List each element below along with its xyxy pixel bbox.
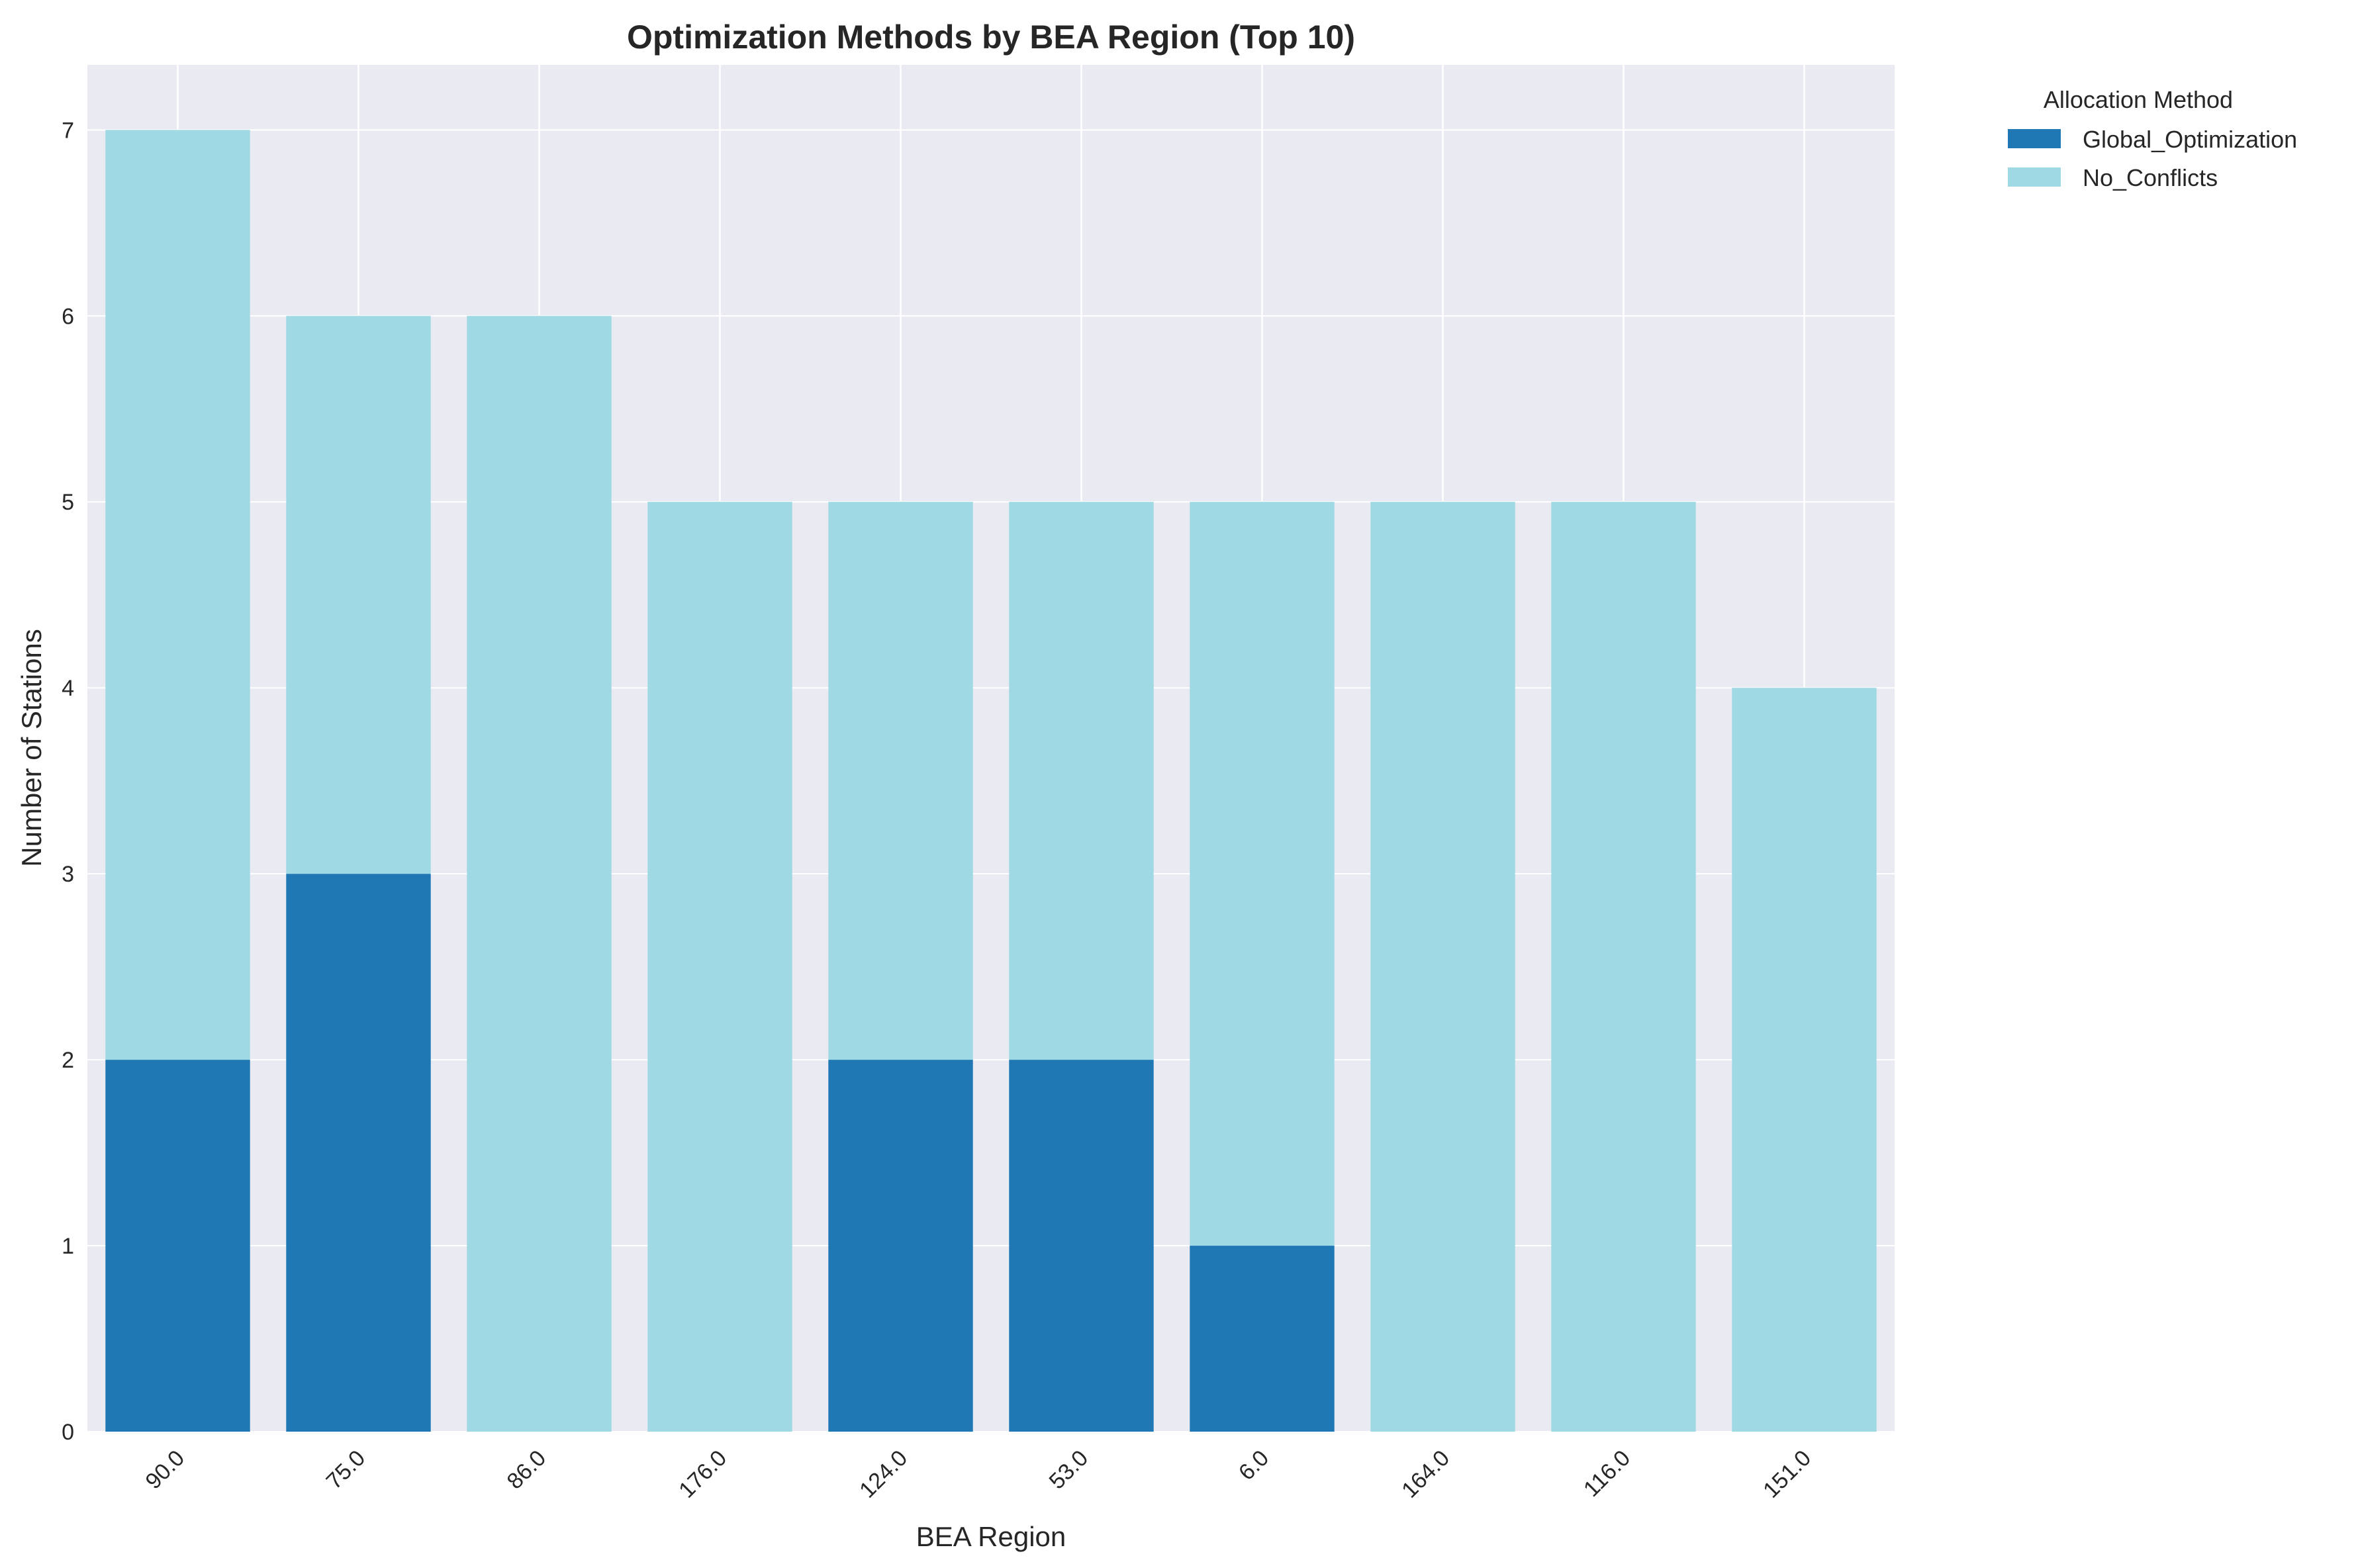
- bar-no-conflicts: [1370, 502, 1515, 1432]
- y-tick-label: 7: [62, 118, 74, 143]
- bar-global-optimization: [828, 1060, 973, 1432]
- bar-no-conflicts: [647, 502, 792, 1432]
- legend-swatch: [2008, 129, 2061, 148]
- bar-global-optimization: [105, 1060, 250, 1432]
- legend-label: No_Conflicts: [2083, 164, 2218, 191]
- bar-no-conflicts: [828, 502, 973, 1060]
- y-axis-label: Number of Stations: [16, 629, 47, 867]
- legend: Allocation Method Global_Optimization No_…: [2008, 86, 2297, 191]
- bar-no-conflicts: [286, 316, 431, 874]
- y-tick-label: 0: [62, 1420, 74, 1445]
- bar-no-conflicts: [105, 130, 250, 1060]
- bar-no-conflicts: [1732, 688, 1877, 1432]
- bar-global-optimization: [286, 874, 431, 1432]
- y-tick-label: 3: [62, 862, 74, 887]
- bar-no-conflicts: [1009, 502, 1154, 1060]
- y-axis-ticks: 0 1 2 3 4 5 6 7: [62, 118, 74, 1445]
- legend-items: Global_Optimization No_Conflicts: [2008, 126, 2297, 191]
- legend-title: Allocation Method: [2044, 86, 2233, 113]
- bar-no-conflicts: [467, 316, 612, 1432]
- legend-swatch: [2008, 167, 2061, 187]
- x-axis-label: BEA Region: [916, 1521, 1066, 1552]
- chart-title: Optimization Methods by BEA Region (Top …: [627, 19, 1355, 56]
- y-tick-label: 4: [62, 676, 74, 701]
- bar-no-conflicts: [1190, 502, 1335, 1246]
- y-tick-label: 6: [62, 304, 74, 329]
- y-tick-label: 1: [62, 1234, 74, 1259]
- y-tick-label: 5: [62, 490, 74, 515]
- bar-no-conflicts: [1551, 502, 1696, 1432]
- bar-global-optimization: [1009, 1060, 1154, 1432]
- bar-global-optimization: [1190, 1246, 1335, 1432]
- bars: [105, 130, 1877, 1432]
- y-tick-label: 2: [62, 1048, 74, 1073]
- legend-label: Global_Optimization: [2083, 126, 2297, 153]
